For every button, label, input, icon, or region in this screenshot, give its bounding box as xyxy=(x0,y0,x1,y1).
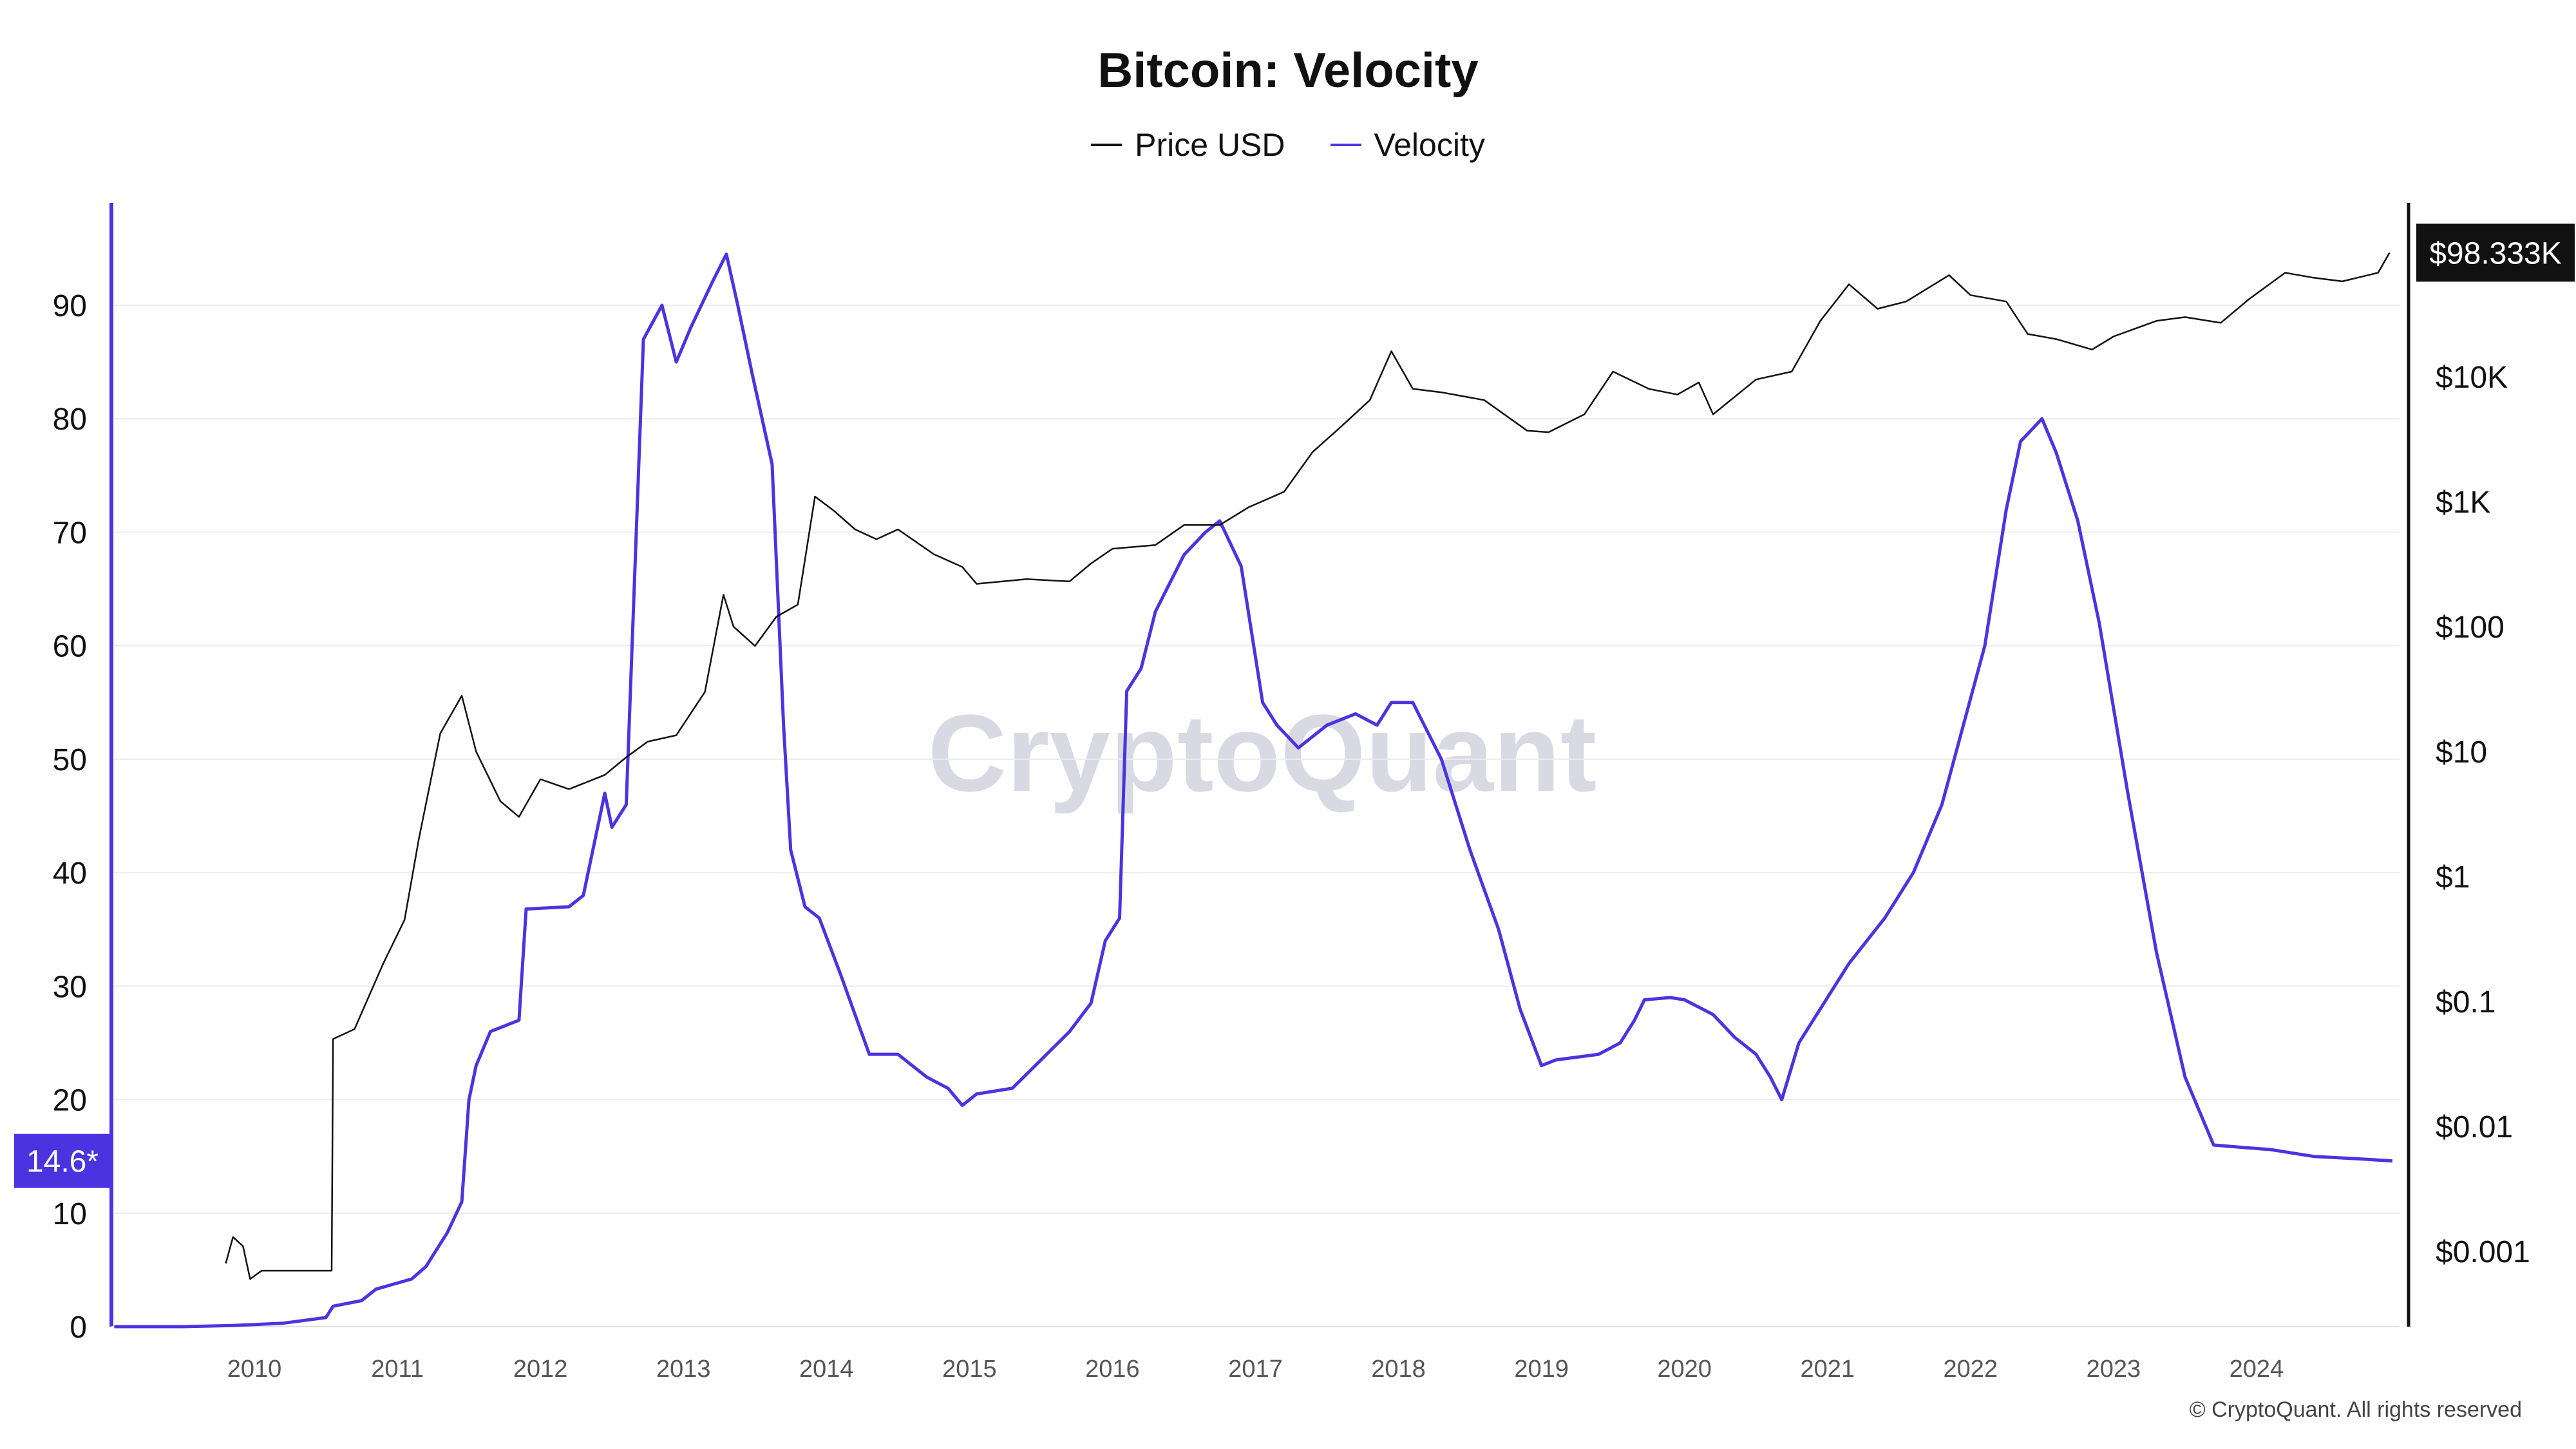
x-tick-label: 2015 xyxy=(942,1356,997,1383)
x-tick-label: 2020 xyxy=(1657,1356,1712,1383)
price-current-badge xyxy=(2416,223,2575,282)
copyright: © CryptoQuant. All rights reserved xyxy=(2189,1397,2522,1422)
legend-item-price[interactable]: Price USD xyxy=(1091,126,1285,164)
x-tick-label: 2018 xyxy=(1371,1356,1426,1383)
x-tick-label: 2012 xyxy=(513,1356,568,1383)
x-tick-label: 2010 xyxy=(227,1356,282,1383)
left-tick-label: 40 xyxy=(53,857,87,891)
right-tick-label: $1 xyxy=(2436,860,2470,895)
legend: Price USD Velocity xyxy=(0,126,2576,164)
left-tick-label: 20 xyxy=(53,1084,87,1118)
right-tick-label: $0.001 xyxy=(2436,1235,2530,1269)
left-tick-label: 90 xyxy=(53,289,87,323)
grid-layer xyxy=(111,305,2400,1214)
velocity-current-label: 14.6* xyxy=(26,1145,99,1179)
right-tick-label: $10 xyxy=(2436,735,2487,770)
x-tick-label: 2021 xyxy=(1800,1356,1855,1383)
right-tick-label: $0.01 xyxy=(2436,1110,2513,1144)
left-tick-label: 30 xyxy=(53,970,87,1004)
x-tick-label: 2019 xyxy=(1514,1356,1569,1383)
axes-layer xyxy=(109,203,2410,1327)
left-tick-label: 60 xyxy=(53,630,87,664)
velocity-line xyxy=(114,252,2393,1329)
x-tick-label: 2013 xyxy=(656,1356,711,1383)
x-tick-label: 2024 xyxy=(2230,1356,2284,1383)
left-tick-label: 80 xyxy=(53,402,87,437)
right-tick-label: $100 xyxy=(2436,611,2505,645)
legend-swatch-price xyxy=(1091,144,1122,146)
right-tick-label: $0.1 xyxy=(2436,985,2496,1019)
x-tick-label: 2016 xyxy=(1085,1356,1140,1383)
price-line xyxy=(225,252,2391,1280)
x-tick-label: 2023 xyxy=(2087,1356,2141,1383)
labels-layer: 14.6* $98.333K xyxy=(14,223,2575,1188)
x-tick-label: 2017 xyxy=(1228,1356,1283,1383)
right-tick-label: $10K xyxy=(2436,361,2508,395)
x-tick-label: 2014 xyxy=(799,1356,854,1383)
legend-label-velocity: Velocity xyxy=(1374,127,1485,163)
watermark: CryptoQuant xyxy=(928,692,1597,815)
price-current-label: $98.333K xyxy=(2429,236,2562,270)
right-tick-label: $1K xyxy=(2436,486,2490,520)
legend-swatch-velocity xyxy=(1330,144,1361,146)
chart-title: Bitcoin: Velocity xyxy=(1097,43,1479,98)
left-tick-label: 70 xyxy=(53,516,87,550)
series-layer xyxy=(114,252,2393,1329)
left-tick-label: 0 xyxy=(70,1311,87,1345)
left-tick-label: 50 xyxy=(53,743,87,777)
left-tick-label: 10 xyxy=(53,1197,87,1231)
ticks-layer: 0 10 20 30 40 50 60 70 80 90 $0.001 $0.01 $0.1 $1 $10 $… xyxy=(53,289,2530,1383)
x-tick-label: 2011 xyxy=(371,1356,424,1383)
legend-item-velocity[interactable]: Velocity xyxy=(1330,126,1485,164)
x-tick-label: 2022 xyxy=(1944,1356,1998,1383)
velocity-current-badge xyxy=(14,1133,111,1188)
legend-label-price: Price USD xyxy=(1135,127,1285,163)
